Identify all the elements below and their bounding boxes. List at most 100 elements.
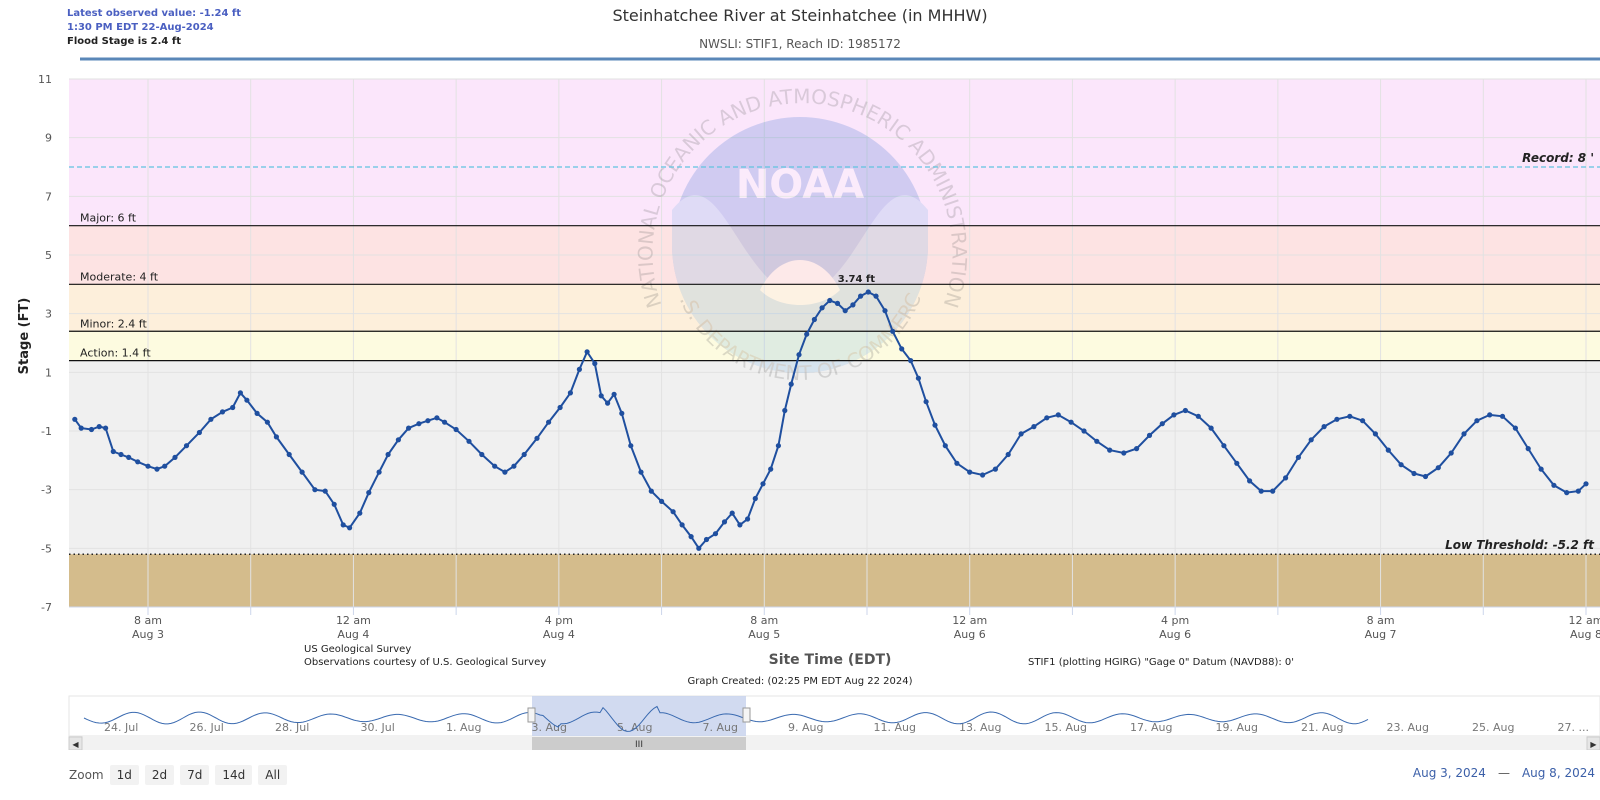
stage-point xyxy=(237,390,243,396)
latest-observed-time: 1:30 PM EDT 22-Aug-2024 xyxy=(67,22,214,33)
y-tick-label: 9 xyxy=(45,132,52,145)
x-tick-label: 8 am xyxy=(1367,614,1395,627)
zoom-all-button[interactable]: All xyxy=(258,765,288,785)
navigator-scrollbar-track[interactable] xyxy=(69,737,1600,750)
stage-point xyxy=(1068,419,1074,425)
zoom-14d-button[interactable]: 14d xyxy=(215,765,253,785)
noaa-logo-text: NOAA xyxy=(736,162,864,208)
stage-point xyxy=(502,469,508,475)
stage-point xyxy=(834,300,841,306)
navigator-date-label: 27. ... xyxy=(1558,721,1589,734)
stage-point xyxy=(244,397,250,403)
stage-point xyxy=(882,308,888,314)
navigator-date-label: 3. Aug xyxy=(532,721,567,734)
scroll-left-button[interactable] xyxy=(68,736,83,750)
zoom-controls: Zoom 1d 2d 7d 14d All xyxy=(69,765,288,785)
moderate-band xyxy=(69,284,1600,332)
stage-point xyxy=(521,451,527,458)
stage-point xyxy=(219,409,226,415)
stage-point xyxy=(1171,412,1177,418)
normal-band xyxy=(69,360,1600,555)
stage-point xyxy=(1005,451,1011,458)
stage-point xyxy=(1094,438,1100,444)
stage-point xyxy=(737,522,743,528)
x-tick-label: 12 am xyxy=(336,614,371,627)
stage-point xyxy=(96,424,102,430)
navigator-date-label: 19. Aug xyxy=(1216,721,1258,734)
stage-point xyxy=(1308,437,1314,443)
stage-point xyxy=(1195,413,1201,419)
navigator-date-label: 13. Aug xyxy=(959,721,1001,734)
stage-point xyxy=(1134,446,1140,452)
latest-observed-value: Latest observed value: -1.24 ft xyxy=(67,8,242,19)
stage-point xyxy=(611,391,617,397)
stage-point xyxy=(768,466,774,472)
zoom-2d-button[interactable]: 2d xyxy=(144,765,175,785)
stage-point xyxy=(865,289,871,295)
stage-point xyxy=(1121,450,1127,456)
navigator-handle-right[interactable] xyxy=(742,707,751,723)
stage-point xyxy=(827,297,833,304)
x-tick-date: Aug 6 xyxy=(954,628,986,641)
stage-point xyxy=(804,331,810,337)
navigator-date-label: 17. Aug xyxy=(1130,721,1172,734)
stage-point xyxy=(331,501,337,507)
stage-series[interactable] xyxy=(72,289,1589,551)
stage-point xyxy=(712,531,719,537)
stage-point xyxy=(703,536,710,543)
stage-point xyxy=(850,302,856,308)
stage-point xyxy=(230,404,236,411)
zoom-1d-button[interactable]: 1d xyxy=(109,765,139,785)
stage-point xyxy=(1295,454,1301,460)
stage-point xyxy=(1107,447,1113,453)
stage-point xyxy=(172,454,178,460)
y-axis: 11 9 7 5 3 1 -1 -3 -5 -7 xyxy=(38,73,52,614)
scroll-right-button[interactable] xyxy=(1586,736,1600,750)
date-range: Aug 3, 2024 — Aug 8, 2024 xyxy=(1413,766,1595,780)
stage-point xyxy=(954,460,960,466)
navigator-date-label: 5. Aug xyxy=(617,721,652,734)
stage-point xyxy=(357,510,363,516)
range-from[interactable]: Aug 3, 2024 xyxy=(1412,766,1486,780)
stage-point xyxy=(670,509,676,515)
navigator-series xyxy=(83,705,1369,732)
stage-point xyxy=(1159,421,1165,427)
stage-point xyxy=(466,438,472,444)
x-tick-label: 8 am xyxy=(750,614,778,627)
navigator-selection[interactable] xyxy=(532,696,746,736)
navigator-scrollbar-thumb[interactable] xyxy=(532,737,746,750)
stage-point xyxy=(619,410,625,416)
navigator-handle-left[interactable] xyxy=(527,707,536,723)
stage-point xyxy=(453,426,459,433)
stage-point xyxy=(721,519,728,525)
stage-point xyxy=(899,346,905,352)
stage-point xyxy=(1334,416,1340,422)
stage-point xyxy=(1398,462,1404,468)
y-tick-label: 7 xyxy=(45,190,52,203)
stage-point xyxy=(434,415,440,421)
stage-point xyxy=(1385,447,1391,453)
stage-point xyxy=(696,545,702,551)
x-tick-date: Aug 4 xyxy=(543,628,575,641)
navigator[interactable]: 24. Jul 26. Jul 28. Jul 30. Jul 1. Aug 3. Aug… xyxy=(68,695,1600,750)
navigator-date-label: 28. Jul xyxy=(275,721,309,734)
stage-point xyxy=(992,466,999,472)
datum-note: STIF1 (plotting HGIRG) "Gage 0" Datum (N… xyxy=(1028,657,1294,668)
navigator-date-label: 23. Aug xyxy=(1387,721,1429,734)
stage-point xyxy=(638,469,644,475)
stage-point xyxy=(1270,488,1276,494)
stage-point xyxy=(782,407,788,414)
range-to[interactable]: Aug 8, 2024 xyxy=(1521,766,1595,780)
moderate-threshold-label: Moderate: 4 ft xyxy=(80,270,159,283)
x-tick-date: Aug 7 xyxy=(1365,628,1397,641)
stage-point xyxy=(196,429,202,436)
y-tick-label: 11 xyxy=(38,73,52,86)
stage-point xyxy=(1247,478,1253,484)
stage-point xyxy=(745,516,751,522)
minor-threshold-label: Minor: 2.4 ft xyxy=(80,317,147,330)
stage-point xyxy=(873,293,879,299)
zoom-7d-button[interactable]: 7d xyxy=(180,765,210,785)
stage-point xyxy=(1422,473,1429,480)
low-band xyxy=(69,554,1600,607)
